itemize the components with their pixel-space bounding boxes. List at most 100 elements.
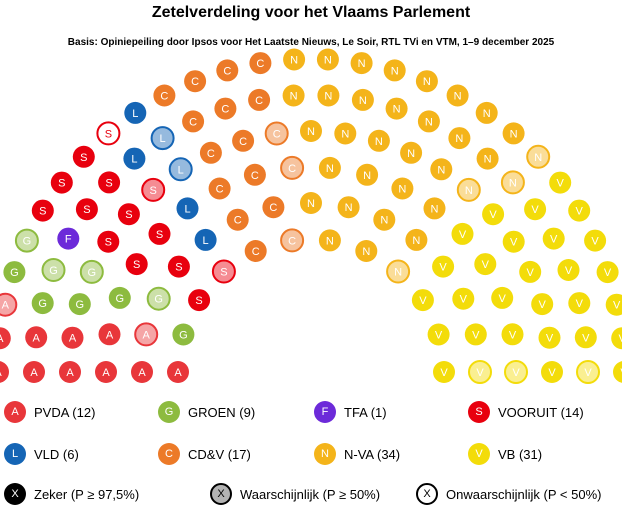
legend-marker: N	[314, 443, 336, 465]
seat-nva-sure: N	[337, 196, 360, 219]
seat-vb-sure: V	[524, 198, 547, 221]
seat-nva-sure: N	[383, 59, 406, 82]
svg-text:S: S	[175, 262, 182, 274]
svg-text:C: C	[189, 116, 197, 128]
svg-text:S: S	[58, 178, 65, 190]
svg-text:A: A	[66, 367, 74, 379]
legend-marker: L	[4, 443, 26, 465]
seat-nva-likely: N	[456, 177, 481, 202]
seat-nva-sure: N	[350, 52, 373, 75]
svg-text:S: S	[150, 185, 157, 197]
seat-cdv-likely: C	[280, 228, 305, 253]
legend-marker: S	[468, 401, 490, 423]
seat-nva-sure: N	[400, 141, 423, 164]
seat-pvda-sure: A	[23, 361, 45, 383]
svg-text:V: V	[619, 333, 622, 345]
seat-vb-sure: V	[491, 286, 514, 309]
seat-nva-sure: N	[391, 177, 414, 200]
seat-nva-sure: N	[318, 156, 341, 179]
svg-text:V: V	[591, 236, 599, 248]
seat-cdv-sure: C	[243, 163, 266, 186]
svg-text:N: N	[393, 104, 401, 116]
svg-text:N: N	[483, 108, 491, 120]
svg-text:V: V	[460, 294, 468, 306]
svg-text:N: N	[437, 164, 445, 176]
svg-text:V: V	[435, 330, 443, 342]
seat-nva-sure: N	[283, 48, 306, 71]
legend-item-pvda: A PVDA (12)	[4, 400, 95, 424]
seat-cdv-sure: C	[182, 110, 205, 133]
seat-nva-sure: N	[334, 122, 357, 145]
seat-cdv-sure: C	[249, 52, 272, 75]
svg-text:V: V	[565, 265, 573, 277]
seat-cdv-sure: C	[214, 97, 237, 120]
svg-text:A: A	[174, 367, 182, 379]
svg-text:V: V	[620, 367, 622, 379]
seat-vld-sure: L	[123, 147, 146, 170]
svg-text:A: A	[0, 367, 2, 379]
svg-text:V: V	[512, 367, 520, 379]
seat-vb-sure: V	[613, 361, 622, 383]
legend-certainty-label: Waarschijnlijk (P ≥ 50%)	[240, 486, 381, 502]
svg-text:N: N	[359, 95, 367, 107]
seat-nva-sure: N	[405, 228, 428, 251]
svg-text:G: G	[38, 298, 47, 310]
legend-label: CD&V (17)	[188, 446, 251, 462]
seat-vb-sure: V	[611, 327, 622, 350]
seat-vb-sure: V	[451, 222, 474, 245]
seat-cdv-sure: C	[208, 177, 231, 200]
seat-vld-likely: L	[168, 157, 193, 182]
svg-text:S: S	[133, 259, 140, 271]
seat-vooruit-sure: S	[75, 198, 98, 221]
seat-cdv-sure: C	[248, 88, 271, 111]
svg-text:N: N	[509, 177, 517, 189]
seat-vb-sure: V	[568, 292, 591, 315]
svg-text:N: N	[307, 126, 315, 138]
legend-marker: A	[4, 401, 26, 423]
legend-label: GROEN (9)	[188, 404, 256, 420]
svg-text:S: S	[80, 152, 87, 164]
seat-cdv-likely: C	[280, 155, 305, 180]
legend-marker: F	[314, 401, 336, 423]
seat-vb-sure: V	[464, 323, 487, 346]
seat-vooruit-sure: S	[31, 199, 54, 222]
seat-vb-sure: V	[557, 259, 580, 281]
seat-nva-sure: N	[367, 129, 390, 152]
legend-certainty-label: Zeker (P ≥ 97,5%)	[34, 486, 140, 502]
svg-text:C: C	[207, 148, 215, 160]
seat-groen-likely: G	[41, 258, 66, 282]
svg-text:S: S	[156, 229, 163, 241]
svg-text:V: V	[489, 209, 497, 221]
legend-item-cdv: C CD&V (17)	[158, 442, 251, 466]
svg-text:V: V	[459, 229, 467, 241]
svg-text:V: V	[439, 262, 447, 274]
seat-cdv-sure: C	[199, 141, 222, 164]
svg-text:N: N	[326, 163, 334, 175]
svg-text:L: L	[178, 164, 184, 176]
seat-nva-sure: N	[423, 197, 446, 220]
svg-text:N: N	[290, 91, 298, 103]
svg-text:S: S	[125, 209, 132, 221]
seat-vb-sure: V	[542, 227, 565, 250]
svg-text:A: A	[30, 367, 38, 379]
seat-vb-sure: V	[549, 171, 572, 194]
svg-text:A: A	[33, 332, 41, 344]
seat-cdv-sure: C	[216, 59, 239, 82]
seat-vb-sure: V	[474, 253, 497, 276]
seat-pvda-sure: A	[59, 361, 81, 383]
seat-vld-likely: L	[150, 126, 175, 151]
svg-text:V: V	[419, 295, 427, 307]
svg-text:C: C	[251, 170, 259, 182]
svg-text:V: V	[499, 293, 507, 305]
svg-text:S: S	[195, 295, 202, 307]
legend-marker: V	[468, 443, 490, 465]
seat-vb-sure: V	[541, 361, 563, 383]
seat-nva-sure: N	[351, 88, 374, 111]
legend-certainty-sure: X Zeker (P ≥ 97,5%)	[4, 482, 139, 506]
svg-text:N: N	[363, 170, 371, 182]
svg-text:N: N	[455, 133, 463, 145]
seat-vb-sure: V	[501, 323, 524, 346]
parliament-chart: A A A A A A A A A A A A G G G G G G G G G F S S S S S S S S S S S S S S L L L L…	[0, 48, 622, 384]
svg-text:V: V	[613, 300, 621, 312]
svg-text:C: C	[269, 202, 277, 214]
